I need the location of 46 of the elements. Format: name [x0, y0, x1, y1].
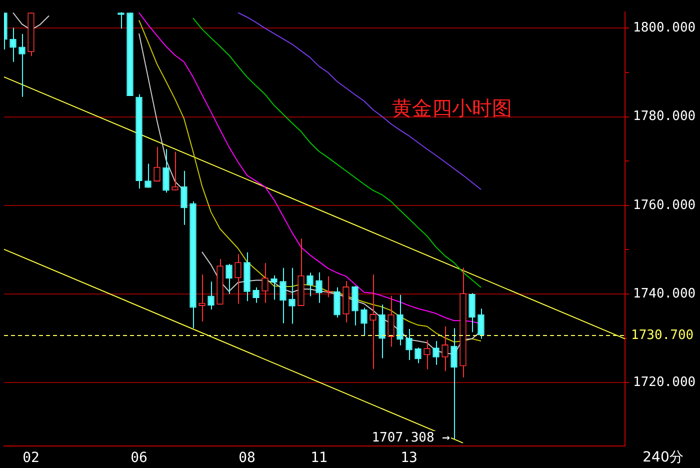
x-tick-label: 11 [310, 450, 328, 466]
candlestick [352, 286, 358, 326]
candlestick [154, 146, 160, 182]
x-tick-label: 06 [130, 450, 148, 466]
y-tick-label: 1800.000 [633, 20, 696, 36]
candlestick [144, 163, 152, 188]
candlestick [406, 328, 412, 361]
candlestick [180, 170, 188, 226]
candlestick [388, 295, 394, 348]
candlestick [424, 340, 430, 370]
y-tick-label: 1740.000 [633, 286, 696, 302]
x-tick-label: 02 [22, 450, 40, 466]
candlestick [208, 281, 214, 310]
candlestick [360, 307, 368, 336]
candlestick [172, 151, 178, 191]
candlestick [316, 272, 322, 304]
candlestick [10, 27, 16, 62]
candlestick [162, 148, 170, 194]
candlestick [18, 33, 26, 98]
candlestick [396, 294, 404, 346]
candlestick [262, 262, 268, 304]
candlestick [478, 308, 484, 340]
candlestick [226, 263, 232, 295]
y-tick-label: 1720.000 [633, 375, 696, 390]
candlestick [306, 272, 314, 297]
annotation: 1707.308 → [372, 430, 450, 446]
x-axis-title: 240分 [642, 450, 684, 466]
candlestick [378, 304, 386, 359]
x-tick-label: 08 [238, 450, 256, 466]
y-tick-label: 1760.000 [633, 198, 696, 213]
candlestick [118, 12, 124, 30]
ref-line-label: 1730.700 [631, 328, 694, 343]
candlestick [234, 254, 242, 304]
candlestick [270, 274, 278, 300]
candlestick [468, 292, 476, 333]
text: 黄金四小时图 [392, 96, 512, 120]
candlestick [442, 326, 448, 372]
x-tick-label: 13 [400, 450, 418, 466]
candlestick [370, 274, 376, 370]
candlestick [432, 340, 440, 366]
y-tick-label: 1780.000 [633, 109, 696, 124]
candlestick [288, 267, 296, 324]
candlestick [280, 267, 286, 324]
candlestick [334, 286, 340, 318]
candlestick [198, 274, 206, 322]
candlestick [450, 328, 458, 440]
